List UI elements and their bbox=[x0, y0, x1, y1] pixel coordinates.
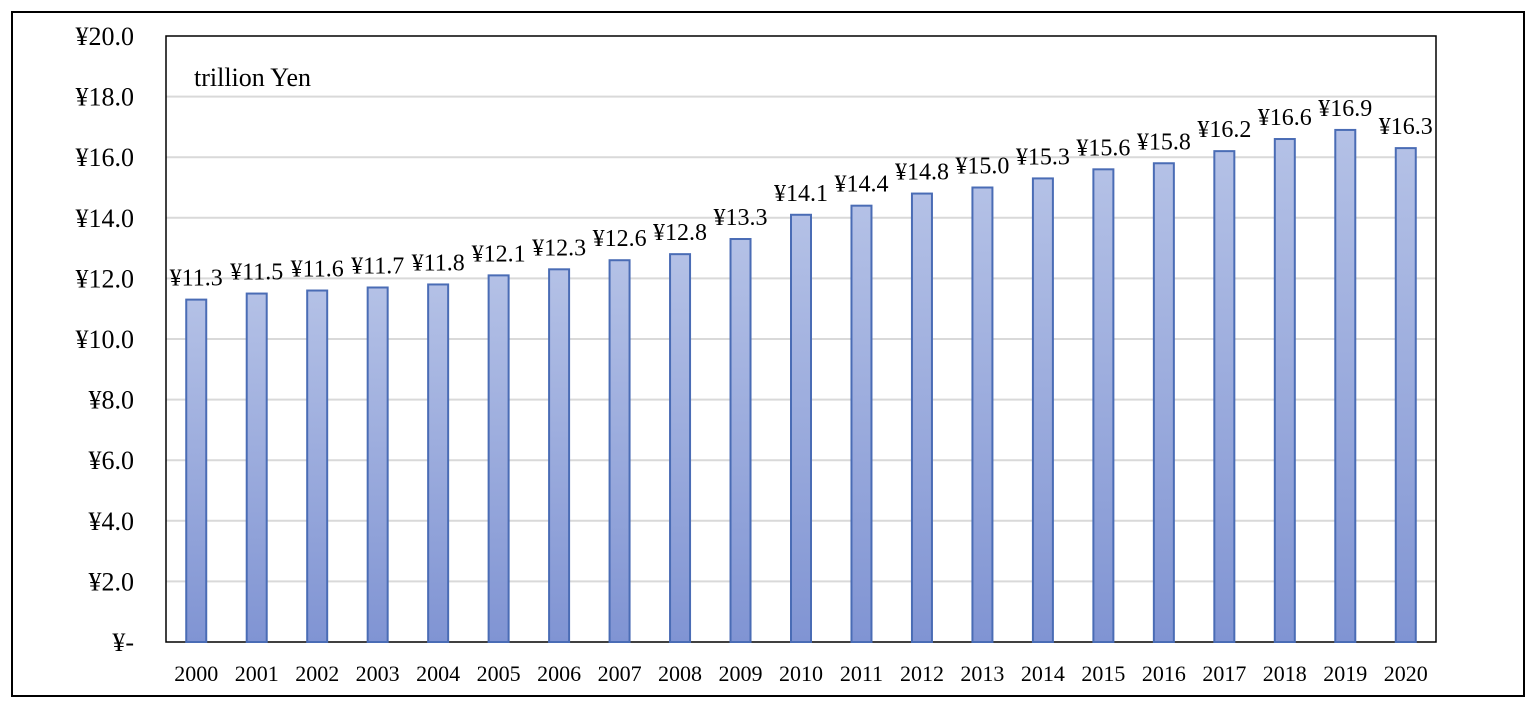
bar-2004 bbox=[427, 283, 450, 643]
bar-2001 bbox=[245, 292, 268, 643]
data-label-2016: ¥15.8 bbox=[1137, 129, 1191, 155]
y-tick-label: ¥10.0 bbox=[76, 325, 135, 354]
y-tick-label: ¥8.0 bbox=[89, 386, 135, 415]
y-tick-label: ¥18.0 bbox=[76, 83, 135, 112]
y-tick-label: ¥12.0 bbox=[76, 264, 135, 293]
bar-2011 bbox=[850, 204, 873, 643]
x-axis-ticks: 2000 2001 2002 2003 2004 2005 2006 2007 2008 2009… bbox=[174, 661, 1428, 686]
bar-2013 bbox=[971, 186, 994, 643]
bar-2002 bbox=[306, 289, 329, 643]
x-tick-label: 2014 bbox=[1021, 661, 1065, 686]
data-label-2005: ¥12.1 bbox=[472, 241, 526, 267]
data-label-2000: ¥11.3 bbox=[170, 266, 223, 292]
data-label-2004: ¥11.8 bbox=[412, 250, 465, 276]
x-tick-label: 2007 bbox=[598, 661, 642, 686]
bar-2015 bbox=[1092, 168, 1115, 643]
unit-label: trillion Yen bbox=[194, 63, 311, 92]
x-tick-label: 2006 bbox=[537, 661, 581, 686]
bar-2014 bbox=[1031, 177, 1054, 643]
x-tick-label: 2013 bbox=[960, 661, 1004, 686]
data-label-2019: ¥16.9 bbox=[1318, 96, 1372, 122]
bar-2000 bbox=[185, 298, 208, 643]
data-label-2003: ¥11.7 bbox=[351, 253, 404, 279]
data-label-2012: ¥14.8 bbox=[895, 160, 949, 186]
data-label-2009: ¥13.3 bbox=[714, 205, 768, 231]
x-tick-label: 2010 bbox=[779, 661, 823, 686]
data-label-2001: ¥11.5 bbox=[230, 260, 283, 286]
data-label-2008: ¥12.8 bbox=[653, 220, 707, 246]
x-tick-label: 2003 bbox=[356, 661, 400, 686]
x-tick-label: 2002 bbox=[295, 661, 339, 686]
y-tick-label: ¥20.0 bbox=[76, 22, 135, 51]
x-tick-label: 2008 bbox=[658, 661, 702, 686]
bars bbox=[185, 128, 1417, 644]
y-tick-label: ¥16.0 bbox=[76, 143, 135, 172]
data-label-2011: ¥14.4 bbox=[834, 172, 888, 198]
bar-2009 bbox=[729, 238, 752, 643]
data-label-2002: ¥11.6 bbox=[291, 257, 344, 283]
x-tick-label: 2012 bbox=[900, 661, 944, 686]
bar-2007 bbox=[608, 259, 631, 643]
x-tick-label: 2018 bbox=[1263, 661, 1307, 686]
data-label-2018: ¥16.6 bbox=[1258, 105, 1312, 131]
bar-2020 bbox=[1394, 147, 1417, 644]
data-labels: ¥11.3 ¥11.5 ¥11.6 ¥11.7 ¥11.8 ¥12.1 ¥12.3 ¥12.6… bbox=[170, 96, 1433, 292]
x-tick-label: 2009 bbox=[719, 661, 763, 686]
bar-2010 bbox=[790, 213, 812, 644]
y-tick-label: ¥2.0 bbox=[89, 567, 135, 596]
x-tick-label: 2015 bbox=[1081, 661, 1125, 686]
x-tick-label: 2016 bbox=[1142, 661, 1186, 686]
y-tick-label: ¥6.0 bbox=[89, 446, 135, 475]
bar-2003 bbox=[366, 286, 389, 643]
bar-2016 bbox=[1152, 162, 1175, 643]
y-tick-label: ¥4.0 bbox=[89, 507, 135, 536]
data-label-2014: ¥15.3 bbox=[1016, 144, 1070, 170]
x-tick-label: 2017 bbox=[1202, 661, 1246, 686]
data-label-2020: ¥16.3 bbox=[1379, 114, 1433, 140]
y-tick-label: ¥14.0 bbox=[76, 204, 135, 233]
x-tick-label: 2005 bbox=[477, 661, 521, 686]
bar-2006 bbox=[548, 268, 571, 643]
data-label-2013: ¥15.0 bbox=[955, 154, 1009, 180]
x-tick-label: 2004 bbox=[416, 661, 460, 686]
bar-2012 bbox=[910, 192, 933, 643]
data-label-2006: ¥12.3 bbox=[532, 235, 586, 261]
data-label-2015: ¥15.6 bbox=[1076, 135, 1130, 161]
bar-2005 bbox=[487, 274, 510, 643]
data-label-2010: ¥14.1 bbox=[774, 181, 828, 207]
x-tick-label: 2001 bbox=[235, 661, 279, 686]
bar-2019 bbox=[1334, 128, 1357, 643]
data-label-2007: ¥12.6 bbox=[593, 226, 647, 252]
y-tick-label: ¥- bbox=[112, 628, 134, 657]
bar-2018 bbox=[1273, 138, 1296, 644]
bar-2008 bbox=[669, 253, 692, 643]
x-tick-label: 2020 bbox=[1384, 661, 1428, 686]
x-tick-label: 2000 bbox=[174, 661, 218, 686]
x-tick-label: 2019 bbox=[1323, 661, 1367, 686]
data-label-2017: ¥16.2 bbox=[1197, 117, 1251, 143]
bar-2017 bbox=[1213, 150, 1236, 643]
y-axis-ticks: ¥- ¥2.0 ¥4.0 ¥6.0 ¥8.0 ¥10.0 ¥12.0 ¥14.0 ¥16.0 ¥1… bbox=[76, 22, 135, 657]
x-tick-label: 2011 bbox=[840, 661, 883, 686]
